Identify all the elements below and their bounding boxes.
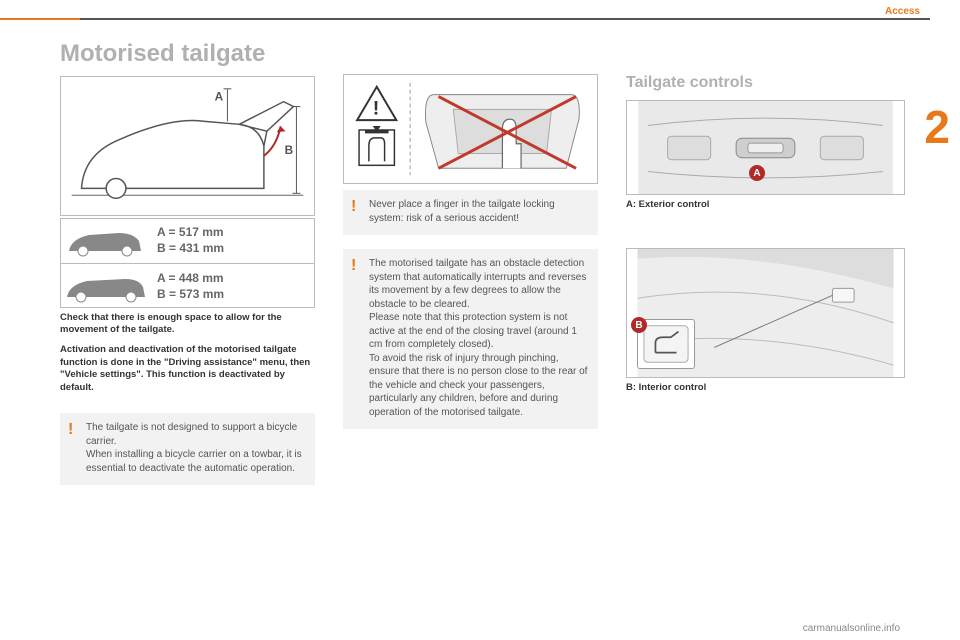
header-rule-accent	[0, 18, 80, 20]
warning-bicycle-text: The tailgate is not designed to support …	[86, 421, 305, 475]
dim-values-0: A = 517 mm B = 431 mm	[151, 225, 314, 256]
badge-b: B	[631, 317, 647, 333]
warning-icon: !	[68, 419, 73, 441]
section-label: Access	[885, 6, 920, 17]
page-title: Motorised tailgate	[60, 40, 315, 68]
header-rule-line	[80, 18, 930, 20]
dim-values-1: A = 448 mm B = 573 mm	[151, 271, 314, 302]
warning-icon: !	[351, 196, 356, 218]
warning-finger-text: Never place a finger in the tailgate loc…	[369, 198, 588, 225]
dim-label-b: B	[285, 143, 294, 157]
controls-subtitle: Tailgate controls	[626, 74, 905, 92]
car-silhouette-short-icon	[61, 221, 151, 261]
column-3: Tailgate controls A A: Exterior control	[626, 40, 905, 620]
figure-dimensions-table: A = 517 mm B = 431 mm A = 448 mm B = 573…	[60, 218, 315, 308]
dim-a-1: A = 448 mm	[157, 271, 314, 287]
warning-obstacle-text: The motorised tailgate has an obstacle d…	[369, 257, 588, 419]
activation-text: Activation and deactivation of the motor…	[60, 344, 315, 395]
dim-a-0: A = 517 mm	[157, 225, 314, 241]
page-content: Motorised tailgate A	[60, 40, 905, 620]
dim-label-a: A	[215, 90, 224, 104]
figure-interior-control: B	[626, 248, 905, 378]
figure-pinch-warning: !	[343, 74, 598, 184]
dim-b-1: B = 573 mm	[157, 287, 314, 303]
warning-bicycle-carrier: ! The tailgate is not designed to suppor…	[60, 413, 315, 485]
column-2: ! ! Never place a finger in the tai	[343, 40, 598, 620]
dim-b-0: B = 431 mm	[157, 241, 314, 257]
label-exterior-control: A: Exterior control	[626, 199, 905, 210]
car-silhouette-long-icon	[61, 267, 151, 307]
col3-spacer	[626, 40, 905, 70]
figure-tailgate-clearance: A B	[60, 76, 315, 216]
svg-text:!: !	[373, 97, 380, 119]
col2-spacer	[343, 40, 598, 74]
dim-row-1: A = 448 mm B = 573 mm	[61, 264, 314, 309]
footer-source: carmanualsonline.info	[803, 623, 900, 634]
clearance-caption: Check that there is enough space to allo…	[60, 312, 315, 336]
badge-a: A	[749, 165, 765, 181]
figure-exterior-control: A	[626, 100, 905, 195]
warning-icon: !	[351, 255, 356, 277]
warning-finger: ! Never place a finger in the tailgate l…	[343, 190, 598, 235]
warning-obstacle: ! The motorised tailgate has an obstacle…	[343, 249, 598, 429]
col3-gap	[626, 210, 905, 248]
chapter-number: 2	[924, 100, 950, 154]
dim-row-0: A = 517 mm B = 431 mm	[61, 219, 314, 264]
label-interior-control: B: Interior control	[626, 382, 905, 393]
column-1: Motorised tailgate A	[60, 40, 315, 620]
header-rule	[0, 18, 960, 20]
